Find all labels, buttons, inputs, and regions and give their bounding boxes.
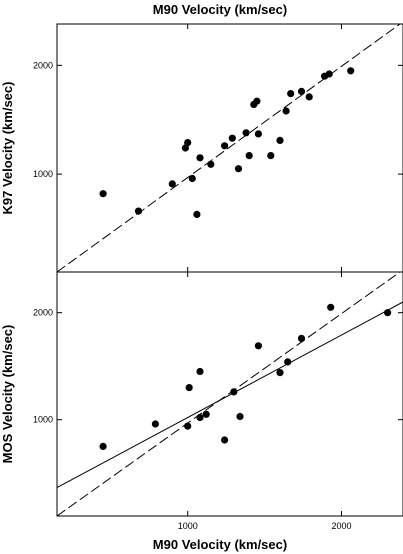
data-point-k97-13 [245,152,253,160]
y-axis-label-k97: K97 Velocity (km/sec) [0,82,15,215]
points-layer-mos [99,303,392,450]
data-point-mos-4 [196,367,204,376]
data-point-mos-3 [185,384,193,392]
y-tick-label-k97-0: 1000 [33,169,53,179]
data-point-k97-6 [193,210,201,218]
data-point-k97-19 [282,107,290,115]
y-axis-label-mos: MOS Velocity (km/sec) [0,325,15,464]
data-point-k97-15 [253,97,261,105]
top-x-axis-label: M90 Velocity (km/sec) [153,2,287,17]
data-point-mos-2 [184,422,192,430]
x-tick-label-mos-1: 2000 [331,521,351,531]
data-point-k97-1 [134,207,143,215]
data-point-k97-8 [207,160,215,168]
data-point-mos-8 [230,388,238,396]
data-point-k97-25 [347,67,355,75]
data-point-k97-4 [184,139,192,147]
chart-mos: 1000 2000 1000 2000 MOS Velocity (km/sec) [0,271,403,531]
points-layer-k97 [99,67,355,218]
identity-line-k97 [56,23,401,273]
identity-line-mos [56,271,401,517]
data-point-k97-11 [234,165,243,173]
data-point-mos-1 [151,420,159,428]
data-point-k97-16 [254,130,262,138]
data-point-mos-14 [327,303,335,311]
data-point-k97-0 [99,190,107,198]
data-point-k97-18 [276,136,284,144]
x-ticks-mos: 1000 2000 [178,272,352,531]
data-point-mos-11 [276,369,284,377]
y-tick-label-k97-1: 2000 [33,60,53,70]
fit-line-mos [56,301,403,489]
bottom-x-axis-label: M90 Velocity (km/sec) [153,537,287,552]
x-ticks-k97 [187,24,342,272]
data-point-mos-9 [236,412,244,421]
data-point-mos-0 [99,442,107,450]
y-ticks-mos: 1000 2000 [33,308,403,425]
chart-k97: 1000 2000 K97 Velocity (km/sec) [0,23,403,273]
data-point-k97-9 [221,142,229,150]
data-point-mos-13 [297,334,306,342]
data-point-mos-5 [196,413,204,422]
dashed-line-layer-mos [56,271,401,517]
data-point-k97-21 [297,87,306,95]
y-tick-label-mos-1: 2000 [33,308,53,318]
data-point-k97-12 [242,129,250,137]
y-ticks-k97: 1000 2000 [33,60,403,179]
data-point-k97-17 [267,152,275,160]
x-tick-label-mos-0: 1000 [178,521,198,531]
plot-frame-mos [56,271,403,517]
data-point-mos-6 [202,410,210,418]
data-point-k97-7 [196,154,204,162]
data-point-k97-20 [287,90,295,98]
data-point-k97-2 [168,180,176,188]
data-point-k97-3 [181,144,189,152]
dashed-line-layer-k97 [56,23,401,273]
data-point-mos-12 [284,358,292,366]
data-point-mos-7 [221,436,229,444]
data-point-mos-15 [384,309,392,317]
data-point-k97-10 [228,134,236,142]
data-point-k97-5 [188,174,196,183]
data-point-k97-22 [305,93,313,101]
data-point-mos-10 [254,342,262,350]
y-tick-label-mos-0: 1000 [33,415,53,425]
data-point-k97-24 [325,70,333,78]
solid-line-layer-mos [56,301,403,489]
